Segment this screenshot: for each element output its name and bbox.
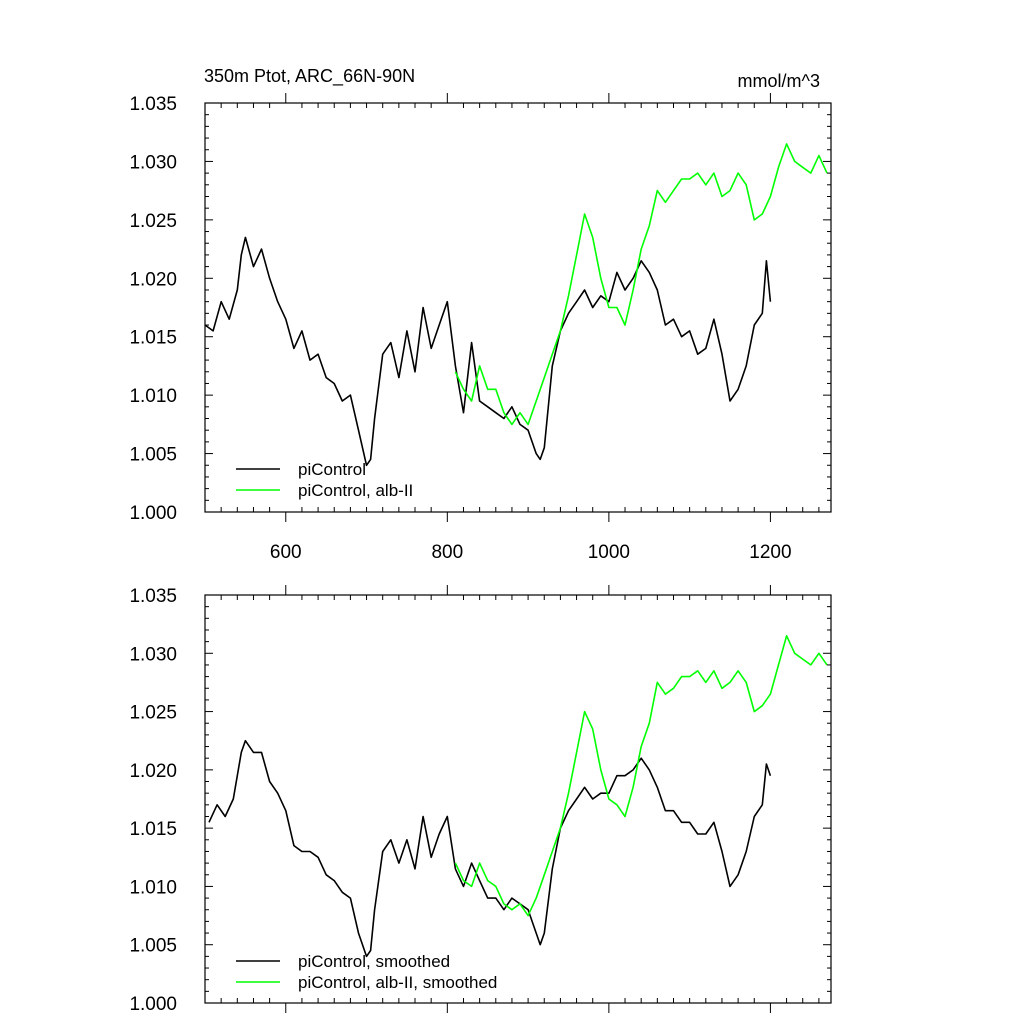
y-tick-label: 1.005 — [129, 936, 177, 957]
top-panel: 1.000 1.005 1.010 1.015 1.020 1.025 1.030 1.035… — [129, 93, 832, 563]
y-tick-label: 1.010 — [129, 386, 177, 407]
y-tick-label: 1.025 — [129, 703, 177, 724]
y-tick-label: 1.000 — [129, 994, 177, 1015]
series-line-picontrol — [204, 236, 772, 467]
units-label: mmol/m^3 — [738, 71, 820, 91]
legend-label-picontrol-alb-ii-smoothed: piControl, alb-II, smoothed — [298, 973, 497, 992]
series-line-picontrol-smoothed — [208, 739, 772, 958]
top-legend: piControl piControl, alb-II — [236, 460, 413, 500]
plot-frame — [204, 102, 832, 513]
y-tick-label: 1.035 — [129, 586, 177, 607]
y-tick-label: 1.035 — [129, 94, 177, 115]
y-tick-label: 1.005 — [129, 445, 177, 466]
y-tick-label: 1.030 — [129, 152, 177, 173]
y-tick-label: 1.010 — [129, 877, 177, 898]
bottom-panel: 1.000 1.005 1.010 1.015 1.020 1.025 1.030 1.035 — [129, 585, 832, 1015]
x-tick-label: 1200 — [749, 542, 791, 563]
y-tick-label: 1.015 — [129, 328, 177, 349]
bottom-legend: piControl, smoothed piControl, alb-II, s… — [236, 952, 497, 992]
y-tick-label: 1.000 — [129, 503, 177, 524]
legend-label-picontrol-smoothed: piControl, smoothed — [298, 952, 450, 971]
x-tick-label: 800 — [431, 542, 463, 563]
legend-label-picontrol-alb-ii: piControl, alb-II — [298, 481, 413, 500]
y-tick-label: 1.025 — [129, 211, 177, 232]
series-line-picontrol-alb-ii — [454, 143, 828, 426]
x-tick-label: 1000 — [588, 542, 630, 563]
y-tick-label: 1.020 — [129, 269, 177, 290]
chart-title: 350m Ptot, ARC_66N-90N — [204, 66, 415, 87]
x-tick-label: 600 — [270, 542, 302, 563]
y-tick-label: 1.015 — [129, 819, 177, 840]
series-line-picontrol-alb-ii-smoothed — [454, 634, 828, 917]
plot-frame — [204, 594, 832, 1004]
y-tick-label: 1.020 — [129, 761, 177, 782]
legend-label-picontrol: piControl — [298, 460, 366, 479]
y-tick-label: 1.030 — [129, 644, 177, 665]
